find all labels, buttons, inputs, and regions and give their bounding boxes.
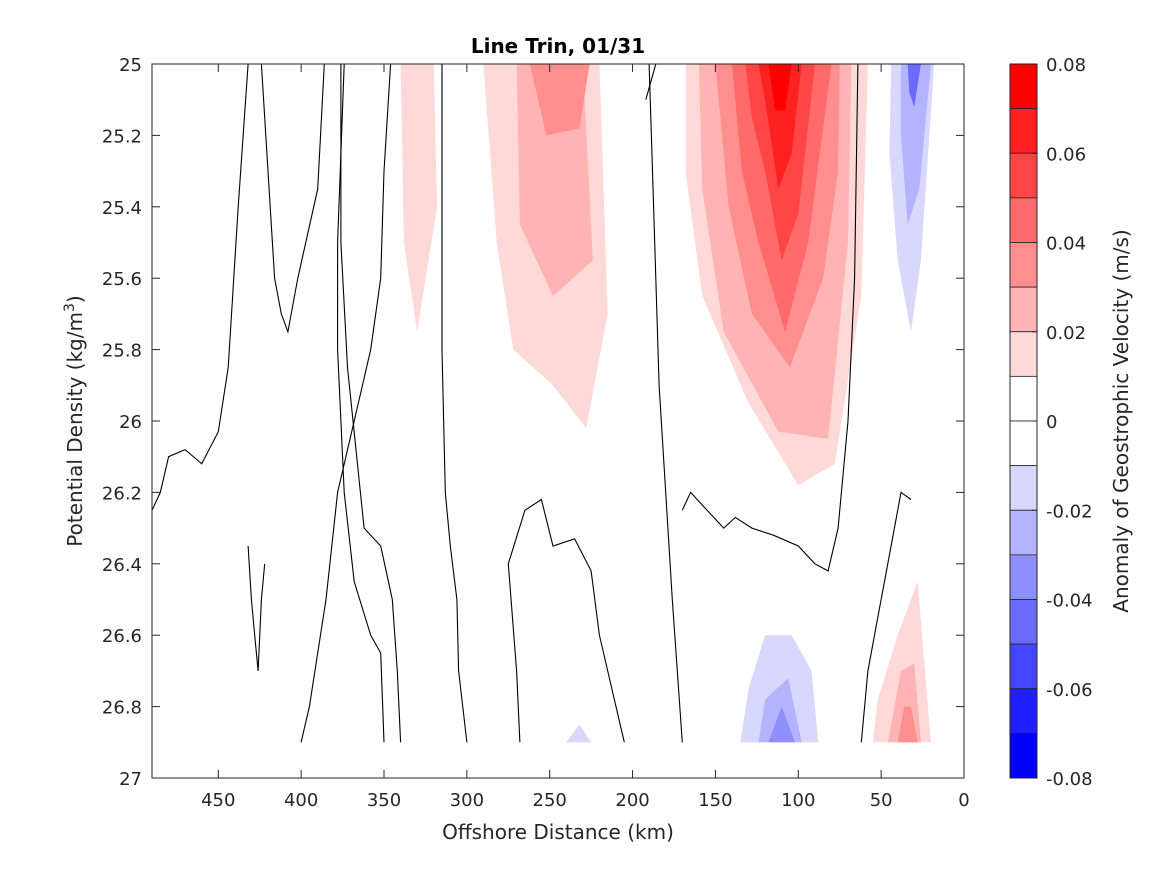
filled-region-20 (513, 617, 633, 743)
filled-region-0 (152, 64, 227, 182)
colorbar-tick-label-7: -0.06 (1046, 680, 1093, 701)
colorbar-bin-7 (1009, 375, 1038, 422)
contour-line-6 (441, 64, 468, 743)
y-tick-labels: 25 25.2 25.4 25.6 25.8 26 26.2 26.4 26.6 26.8 27 (102, 55, 142, 790)
colorbar-bin-15 (1009, 732, 1038, 779)
filled-region-1 (287, 64, 326, 125)
colorbar-tick-label-2: 0.04 (1046, 234, 1086, 255)
filled-region-16 (907, 64, 921, 107)
y-axis-label-superscript: 3 (62, 303, 78, 312)
y-axis-label: Potential Density (kg/m3) (62, 295, 87, 546)
x-tick-label-300: 300 (450, 790, 484, 811)
contour-line-7 (507, 498, 625, 743)
colorbar-bin-14 (1009, 688, 1038, 734)
x-axis-label: Offshore Distance (km) (442, 820, 674, 844)
y-tick-label-26.4: 26.4 (102, 555, 142, 576)
colorbar-bin-1 (1009, 108, 1038, 154)
y-tick-label-25.2: 25.2 (102, 126, 142, 147)
colorbar-tick-label-5: -0.02 (1046, 501, 1093, 522)
colorbar-frame (1009, 63, 1038, 779)
x-tick-label-450: 450 (201, 790, 235, 811)
filled-region-25 (758, 678, 802, 743)
plot-area (151, 63, 965, 779)
colorbar: 0.08 0.06 0.04 0.02 0 -0.02 -0.04 -0.06 -0.08 An… (1009, 55, 1133, 790)
contour-line-4 (337, 64, 385, 743)
plot-frame (151, 63, 965, 779)
colorbar-tick-label-6: -0.04 (1046, 591, 1093, 612)
x-tick-label-100: 100 (781, 790, 815, 811)
x-tick-label-200: 200 (615, 790, 649, 811)
filled-region-15 (901, 64, 931, 225)
y-axis-label-close: ) (63, 295, 87, 303)
colorbar-tick-label-3: 0.02 (1046, 323, 1086, 344)
y-tick-label-26.8: 26.8 (102, 698, 142, 719)
colorbar-bin-13 (1009, 643, 1038, 690)
contour-line-11 (860, 491, 912, 743)
contour-line-5 (340, 64, 402, 743)
colorbar-bin-9 (1009, 465, 1038, 511)
y-tick-label-25.6: 25.6 (102, 269, 142, 290)
x-tick-label-150: 150 (698, 790, 732, 811)
filled-region-26 (768, 706, 795, 743)
y-tick-label-27: 27 (119, 769, 142, 790)
colorbar-bin-3 (1009, 197, 1038, 243)
x-tick-label-250: 250 (533, 790, 567, 811)
filled-region-21 (566, 724, 592, 743)
colorbar-tick-label-8: -0.08 (1046, 769, 1093, 790)
filled-region-2 (400, 64, 437, 332)
colorbar-bin-5 (1009, 286, 1038, 333)
colorbar-tick-label-1: 0.06 (1046, 144, 1086, 165)
colorbar-bin-10 (1009, 509, 1038, 556)
colorbar-label: Anomaly of Geostrophic Velocity (m/s) (1109, 229, 1133, 612)
filled-region-19 (897, 706, 918, 743)
filled-region-22 (408, 724, 426, 743)
y-axis-label-main: Potential Density (kg/m (63, 312, 87, 547)
x-tick-label-50: 50 (870, 790, 893, 811)
filled-region-11 (758, 64, 802, 189)
y-tick-label-26.2: 26.2 (102, 483, 142, 504)
filled-region-5 (529, 64, 590, 136)
chart-title: Line Trin, 01/31 (471, 34, 645, 58)
y-tick-label-26.6: 26.6 (102, 626, 142, 647)
contour-line-0 (152, 64, 249, 511)
filled-contours (152, 64, 940, 743)
y-tick-label-25.4: 25.4 (102, 198, 142, 219)
colorbar-tick-labels: 0.08 0.06 0.04 0.02 0 -0.02 -0.04 -0.06 -0.08 (1046, 55, 1093, 790)
colorbar-tick-label-0: 0.08 (1046, 55, 1086, 76)
contour-line-3 (300, 64, 392, 743)
contour-line-8 (645, 64, 657, 100)
colorbar-bin-4 (1009, 242, 1038, 288)
contour-lines (152, 64, 912, 743)
contour-line-2 (247, 545, 266, 671)
contour-line-9 (648, 64, 683, 743)
contour-line-10 (681, 64, 859, 572)
y-tick-label-26: 26 (119, 412, 142, 433)
filled-region-12 (768, 64, 792, 111)
x-tick-labels: 450 400 350 300 250 200 150 100 50 0 (201, 790, 970, 811)
colorbar-bin-2 (1009, 152, 1038, 199)
y-tick-label-25: 25 (119, 55, 142, 76)
colorbar-bin-12 (1009, 599, 1038, 645)
colorbar-bin-11 (1009, 554, 1038, 600)
filled-region-27 (828, 713, 862, 743)
colorbar-tick-label-4: 0 (1046, 412, 1057, 433)
x-tick-label-0: 0 (958, 790, 969, 811)
colorbar-bin-0 (1009, 63, 1038, 110)
colorbar-bin-8 (1009, 420, 1038, 467)
x-tick-label-350: 350 (367, 790, 401, 811)
colorbar-bin-6 (1009, 331, 1038, 377)
x-tick-label-400: 400 (284, 790, 318, 811)
y-tick-label-25.8: 25.8 (102, 341, 142, 362)
contour-line-1 (260, 64, 325, 334)
